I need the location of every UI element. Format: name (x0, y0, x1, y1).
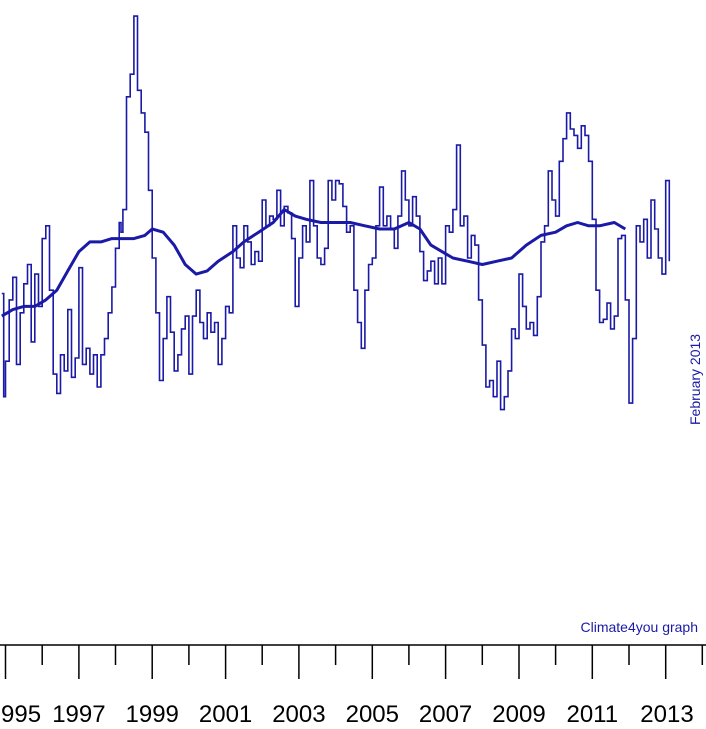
date-stamp: February 2013 (687, 334, 703, 425)
x-tick-label: 2009 (492, 701, 545, 728)
x-tick-label: 1999 (126, 701, 179, 728)
x-tick-label: 2013 (640, 701, 693, 728)
credit-label: Climate4you graph (580, 619, 698, 635)
x-tick-label: 2003 (272, 701, 325, 728)
x-tick-label: 2011 (566, 701, 618, 728)
x-axis-tick-labels: 995 1997 1999 2001 2003 2005 2007 2009 2011 2013 (1, 701, 694, 728)
x-tick-label: 2001 (199, 701, 252, 728)
plot-area (1, 15, 671, 411)
series-monthly-line (1, 15, 671, 411)
x-tick-label: 995 (1, 701, 41, 728)
series-running-mean-line (1, 208, 627, 318)
x-tick-label: 2005 (346, 701, 399, 728)
x-axis-ticks (4, 645, 704, 679)
x-tick-label: 2007 (419, 701, 472, 728)
x-tick-label: 1997 (52, 701, 105, 728)
